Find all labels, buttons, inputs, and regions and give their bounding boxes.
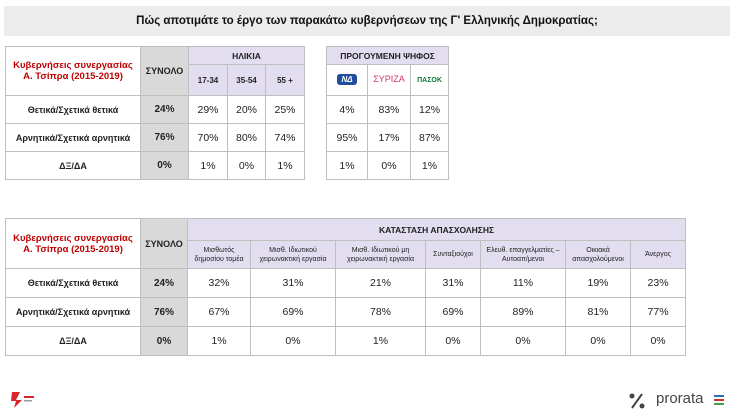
- total-value: 24%: [140, 95, 189, 124]
- row-label: Θετικά/Σχετικά θετικά: [5, 95, 141, 124]
- data-row: ΔΞ/ΔΑ 0% 1% 0% 1% 1% 0% 1%: [5, 151, 450, 180]
- cell-value: 69%: [425, 297, 481, 327]
- cell-value: 11%: [480, 268, 566, 298]
- cell-value: 1%: [326, 151, 369, 180]
- data-row: ΔΞ/ΔΑ 0% 1% 0% 1% 0% 0% 0% 0%: [5, 326, 687, 356]
- cell-value: 17%: [367, 123, 412, 152]
- column-header: Οικιακά απασχολούμενοι: [565, 240, 631, 269]
- row-label: Αρνητικά/Σχετικά αρνητικά: [5, 123, 141, 152]
- cell-value: 12%: [410, 95, 450, 124]
- spacer: [305, 152, 327, 180]
- cell-value: 31%: [425, 268, 481, 298]
- cell-value: 31%: [250, 268, 336, 298]
- column-header: 35-54: [227, 64, 266, 96]
- row-header: Κυβερνήσεις συνεργασίας Α. Τσίπρα (2015-…: [5, 218, 141, 269]
- total-value: 0%: [140, 151, 189, 180]
- row-label: ΔΞ/ΔΑ: [5, 151, 141, 180]
- header-row: Κυβερνήσεις συνεργασίας Α. Τσίπρα (2015-…: [5, 218, 687, 269]
- table-age-vote: Κυβερνήσεις συνεργασίας Α. Τσίπρα (2015-…: [5, 46, 450, 180]
- row-label: ΔΞ/ΔΑ: [5, 326, 141, 356]
- cell-value: 0%: [250, 326, 336, 356]
- cell-value: 32%: [187, 268, 251, 298]
- cell-value: 77%: [629, 297, 687, 327]
- total-value: 0%: [140, 326, 188, 356]
- cell-value: 20%: [227, 95, 266, 124]
- cell-value: 70%: [188, 123, 228, 152]
- cell-value: 1%: [335, 326, 426, 356]
- cell-value: 29%: [188, 95, 228, 124]
- column-header: Συνταξιούχοι: [425, 240, 481, 269]
- cell-value: 81%: [565, 297, 631, 327]
- logo-stripes: [714, 395, 724, 405]
- cell-value: 21%: [335, 268, 426, 298]
- column-header: 55 +: [264, 64, 306, 96]
- table-employment: Κυβερνήσεις συνεργασίας Α. Τσίπρα (2015-…: [5, 218, 687, 356]
- row-header: Κυβερνήσεις συνεργασίας Α. Τσίπρα (2015-…: [5, 46, 141, 96]
- column-header: ΣΥΡΙΖΑ: [367, 64, 412, 96]
- group-header: ΠΡΟΓΟΥΜΕΝΗ ΨΗΦΟΣ: [326, 46, 450, 65]
- cell-value: 1%: [187, 326, 251, 356]
- row-label: Αρνητικά/Σχετικά αρνητικά: [5, 297, 141, 327]
- column-header: ΠΑΣΟΚ: [410, 64, 450, 96]
- party-logo: ΠΑΣΟΚ: [417, 76, 442, 84]
- cell-value: 83%: [367, 95, 412, 124]
- data-row: Θετικά/Σχετικά θετικά 24% 32% 31% 21% 31% 11% 1…: [5, 268, 687, 298]
- header-row: Κυβερνήσεις συνεργασίας Α. Τσίπρα (2015-…: [5, 46, 450, 96]
- column-header: Άνεργος: [629, 240, 687, 269]
- cell-value: 0%: [480, 326, 566, 356]
- row-label: Θετικά/Σχετικά θετικά: [5, 268, 141, 298]
- column-header: Μισθωτός δημοσίου τομέα: [187, 240, 251, 269]
- group-header: ΚΑΤΑΣΤΑΣΗ ΑΠΑΣΧΟΛΗΣΗΣ: [186, 218, 687, 241]
- cell-value: 80%: [227, 123, 266, 152]
- cell-value: 1%: [410, 151, 450, 180]
- party-logo: ΣΥΡΙΖΑ: [373, 74, 405, 84]
- cell-value: 67%: [187, 297, 251, 327]
- data-row: Θετικά/Σχετικά θετικά 24% 29% 20% 25% 4% 83% 12…: [5, 95, 450, 124]
- cell-value: 0%: [425, 326, 481, 356]
- cell-value: 69%: [250, 297, 336, 327]
- total-header: ΣΥΝΟΛΟ: [140, 46, 189, 96]
- data-row: Αρνητικά/Σχετικά αρνητικά 76% 70% 80% 74% 95%…: [5, 123, 450, 152]
- cell-value: 4%: [326, 95, 369, 124]
- column-header: Μισθ. Ιδιωτικού μη χειρωνακτική εργασία: [335, 240, 426, 269]
- cell-value: 0%: [565, 326, 631, 356]
- cell-value: 87%: [410, 123, 450, 152]
- party-logo: ΝΔ: [337, 74, 357, 85]
- total-value: 76%: [140, 123, 189, 152]
- total-header: ΣΥΝΟΛΟ: [140, 218, 188, 269]
- cell-value: 25%: [264, 95, 306, 124]
- title: Πώς αποτιμάτε το έργο των παρακάτω κυβερ…: [4, 6, 730, 36]
- logo-left: [11, 392, 34, 408]
- column-header: Ελευθ. επαγγελματίες – Αυτοαπ/μενοι: [480, 240, 566, 269]
- cell-value: 0%: [629, 326, 687, 356]
- cell-value: 74%: [264, 123, 306, 152]
- cell-value: 0%: [367, 151, 412, 180]
- column-header: Μισθ. Ιδιωτικού χειρωνακτική εργασία: [250, 240, 336, 269]
- total-value: 24%: [140, 268, 188, 298]
- subheader-row: Μισθωτός δημοσίου τομέα Μισθ. Ιδιωτικού χ…: [6, 240, 687, 269]
- cell-value: 19%: [565, 268, 631, 298]
- brand: prorata: [656, 390, 704, 407]
- spacer: [305, 47, 327, 65]
- logo-icon: [629, 393, 645, 409]
- subheader-row: 17-34 35-54 55 + ΝΔ ΣΥΡΙΖΑ ΠΑΣΟΚ: [6, 64, 450, 96]
- cell-value: 23%: [629, 268, 687, 298]
- column-header: ΝΔ: [326, 64, 369, 96]
- cell-value: 78%: [335, 297, 426, 327]
- group-header: ΗΛΙΚΙΑ: [187, 46, 306, 65]
- cell-value: 1%: [264, 151, 306, 180]
- spacer: [305, 65, 327, 96]
- data-row: Αρνητικά/Σχετικά αρνητικά 76% 67% 69% 78% 69%…: [5, 297, 687, 327]
- cell-value: 89%: [480, 297, 566, 327]
- cell-value: 1%: [188, 151, 228, 180]
- cell-value: 0%: [227, 151, 266, 180]
- column-header: 17-34: [188, 64, 228, 96]
- cell-value: 95%: [326, 123, 369, 152]
- spacer: [305, 96, 327, 124]
- spacer: [305, 124, 327, 152]
- total-value: 76%: [140, 297, 188, 327]
